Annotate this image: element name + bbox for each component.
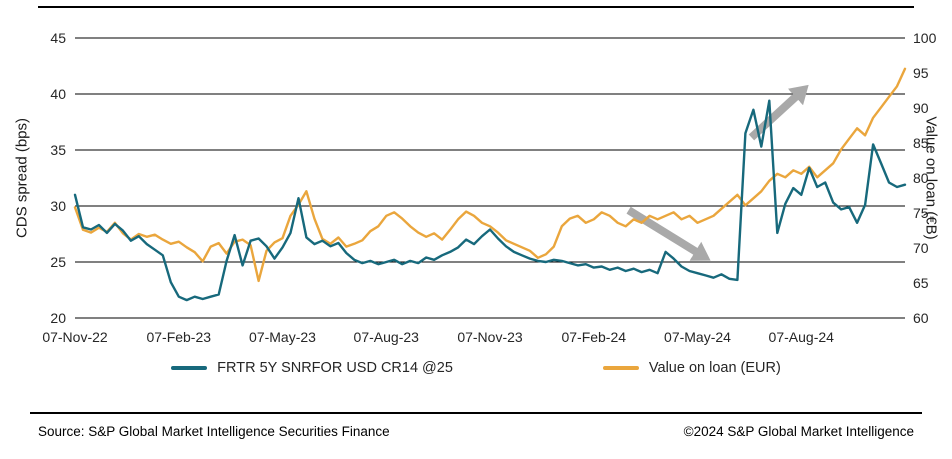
legend-item-value-on-loan: Value on loan (EUR): [602, 360, 781, 376]
source-text: Source: S&P Global Market Intelligence S…: [38, 424, 390, 439]
x-axis-tick-label: 07-Nov-23: [457, 329, 523, 345]
footer: Source: S&P Global Market Intelligence S…: [38, 424, 914, 439]
x-axis-tick-label: 07-Aug-24: [769, 329, 835, 345]
x-axis-tick-label: 07-Feb-23: [146, 329, 211, 345]
right-axis-tick-label: 100: [913, 30, 937, 46]
right-axis-tick-label: 75: [913, 205, 929, 221]
right-axis-tick-label: 65: [913, 275, 929, 291]
x-axis-tick-label: 07-Aug-23: [354, 329, 420, 345]
copyright-text: ©2024 S&P Global Market Intelligence: [683, 424, 914, 439]
value-on-loan-series-swatch-icon: [602, 366, 639, 370]
right-axis-tick-label: 85: [913, 135, 929, 151]
right-axis-tick-label: 70: [913, 240, 929, 256]
left-axis-tick-label: 35: [50, 142, 66, 158]
legend-label-cds: FRTR 5Y SNRFOR USD CR14 @25: [217, 360, 453, 376]
legend-label-value-on-loan: Value on loan (EUR): [648, 360, 781, 376]
right-axis-tick-label: 60: [913, 310, 929, 326]
series-line-cds: [73, 99, 907, 302]
legend-item-cds: FRTR 5Y SNRFOR USD CR14 @25: [171, 360, 453, 376]
x-axis-tick-label: 07-Nov-22: [42, 329, 108, 345]
left-axis-title: CDS spread (bps): [13, 117, 31, 239]
legend: FRTR 5Y SNRFOR USD CR14 @25 Value on loa…: [0, 360, 952, 376]
left-axis-tick-label: 30: [50, 198, 66, 214]
right-axis-tick-label: 80: [913, 170, 929, 186]
x-axis-tick-label: 07-May-24: [664, 329, 731, 345]
right-axis-tick-label: 90: [913, 100, 929, 116]
cds-series-swatch-icon: [171, 366, 208, 370]
x-axis-tick-label: 07-Feb-24: [561, 329, 626, 345]
left-axis-tick-label: 45: [50, 30, 66, 46]
x-axis-tick-label: 07-May-23: [249, 329, 316, 345]
left-axis-tick-label: 40: [50, 86, 66, 102]
top-divider: [38, 6, 914, 8]
footer-divider: [30, 412, 922, 414]
series-line-value-on-loan: [73, 67, 907, 283]
trend-arrow: [748, 84, 809, 141]
trend-arrow: [626, 206, 711, 261]
cds-spread-value-on-loan-chart: 20 25 30 35 40 45 60 65 70 75 80 85 90 95 100 07-Nov-22…: [42, 30, 937, 345]
right-axis-tick-label: 95: [913, 65, 929, 81]
left-axis-tick-label: 25: [50, 254, 66, 270]
left-axis-tick-label: 20: [50, 310, 66, 326]
right-axis-title: Value on loan (€B): [922, 116, 940, 240]
